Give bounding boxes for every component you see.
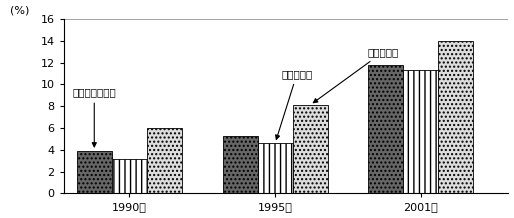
Bar [112,158,147,193]
Bar [292,105,327,193]
Text: 「バート」: 「バート」 [276,69,313,140]
Text: (%): (%) [10,5,30,15]
Bar [77,151,112,193]
Bar [223,136,258,193]
Bar [147,128,182,193]
Bar [258,143,292,193]
Bar [438,41,473,193]
Text: バート等労働者: バート等労働者 [72,87,116,147]
Bar [369,65,403,193]
Text: 「その他」: 「その他」 [314,47,399,103]
Bar [403,70,438,193]
